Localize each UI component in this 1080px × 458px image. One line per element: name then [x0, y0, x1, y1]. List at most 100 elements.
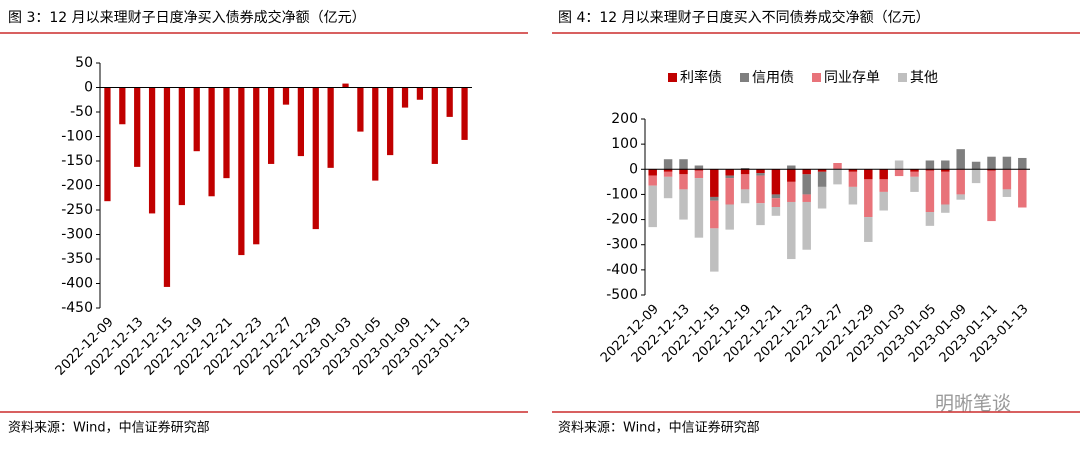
chart-title: 图 3：12 月以来理财子日度净买入债券成交净额（亿元）	[8, 9, 366, 26]
y-tick-label: -50	[70, 104, 93, 120]
bar-segment	[725, 178, 734, 205]
legend-label: 其他	[910, 70, 938, 86]
watermark: 明晰笔谈	[935, 393, 1011, 415]
bar-segment	[787, 181, 796, 202]
bar	[148, 87, 156, 214]
bar-segment	[956, 149, 965, 170]
bar-segment	[956, 194, 965, 200]
bar	[223, 87, 230, 179]
bar-segment	[771, 194, 781, 199]
bar-segment	[725, 204, 734, 230]
bar-segment	[648, 169, 657, 176]
chart-title: 图 4：12 月以来理财子日度买入不同债券成交净额（亿元）	[558, 9, 930, 26]
bar-segment	[894, 160, 904, 170]
bar-segment	[971, 161, 981, 170]
bar	[342, 83, 349, 88]
bar	[208, 87, 215, 197]
bar-segment	[925, 212, 935, 226]
legend-swatch	[812, 73, 821, 82]
bar-segment	[756, 169, 765, 174]
bar	[312, 87, 319, 230]
bar	[461, 87, 468, 140]
bar	[446, 87, 453, 117]
bar-segment	[648, 185, 657, 228]
y-tick-label: 0	[84, 80, 93, 96]
bar	[401, 87, 409, 108]
legend-label: 同业存单	[824, 70, 880, 86]
y-tick-label: -300	[606, 237, 638, 253]
bar-segment	[679, 159, 688, 170]
bar	[238, 87, 245, 256]
bar-segment	[663, 169, 673, 172]
legend-swatch	[668, 73, 677, 82]
bar-segment	[817, 171, 827, 187]
bar-segment	[740, 168, 750, 170]
bar	[372, 87, 379, 181]
bar-segment	[663, 176, 673, 199]
bar-segment	[864, 179, 873, 218]
bar-segment	[679, 169, 688, 175]
bar-segment	[987, 170, 996, 222]
bar-segment	[925, 160, 935, 170]
bar-segment	[910, 169, 919, 172]
bar-segment	[802, 194, 811, 202]
bar	[119, 87, 126, 125]
bar	[282, 87, 290, 105]
source: 资料来源：Wind，中信证券研究部	[8, 420, 210, 436]
bar-segment	[879, 179, 888, 192]
bar-segment	[987, 169, 996, 171]
legend-label: 信用债	[752, 70, 794, 86]
bar-segment	[987, 156, 996, 170]
bar-segment	[848, 169, 858, 172]
y-tick-label: -500	[606, 287, 638, 303]
bar-segment	[679, 189, 688, 220]
bar	[357, 87, 364, 132]
y-tick-label: 50	[75, 55, 93, 71]
legend-swatch	[898, 73, 907, 82]
bar	[163, 87, 171, 287]
bar	[416, 87, 424, 100]
y-tick-label: -400	[606, 262, 638, 278]
bar-segment	[679, 174, 688, 190]
bar-segment	[910, 176, 919, 192]
bar-segment	[1018, 157, 1027, 170]
bar-segment	[710, 196, 719, 201]
bar-segment	[1002, 189, 1012, 197]
bar-segment	[740, 189, 750, 204]
bar-segment	[725, 169, 734, 176]
bar-segment	[771, 207, 781, 216]
legend-label: 利率债	[680, 69, 722, 86]
bar-segment	[879, 169, 888, 180]
y-tick-label: 100	[611, 136, 638, 152]
y-tick-label: -100	[606, 186, 638, 202]
bar-segment	[1018, 169, 1027, 208]
y-tick-label: -400	[61, 276, 93, 292]
y-tick-label: -450	[61, 300, 93, 316]
bar-segment	[787, 165, 796, 170]
bar-segment	[802, 201, 811, 250]
bar	[327, 87, 334, 168]
bar-segment	[1002, 156, 1012, 170]
bar-segment	[710, 228, 719, 272]
bar-segment	[648, 175, 657, 186]
bar-segment	[694, 170, 704, 179]
bar	[431, 87, 438, 164]
bar-segment	[663, 171, 673, 177]
y-tick-label: 0	[629, 161, 638, 177]
y-tick-label: 200	[611, 111, 638, 127]
bar-segment	[971, 169, 981, 184]
bar-segment	[956, 169, 965, 195]
y-tick-label: -300	[61, 227, 93, 243]
bar	[267, 87, 275, 164]
bar-segment	[817, 186, 827, 209]
bar	[104, 87, 111, 202]
bar-segment	[694, 169, 704, 171]
bar-segment	[756, 175, 765, 204]
bar-segment	[941, 160, 950, 170]
bar	[134, 87, 141, 167]
bar-segment	[941, 204, 950, 213]
bar-segment	[771, 198, 781, 207]
bar-segment	[894, 169, 904, 177]
bar	[253, 87, 260, 245]
